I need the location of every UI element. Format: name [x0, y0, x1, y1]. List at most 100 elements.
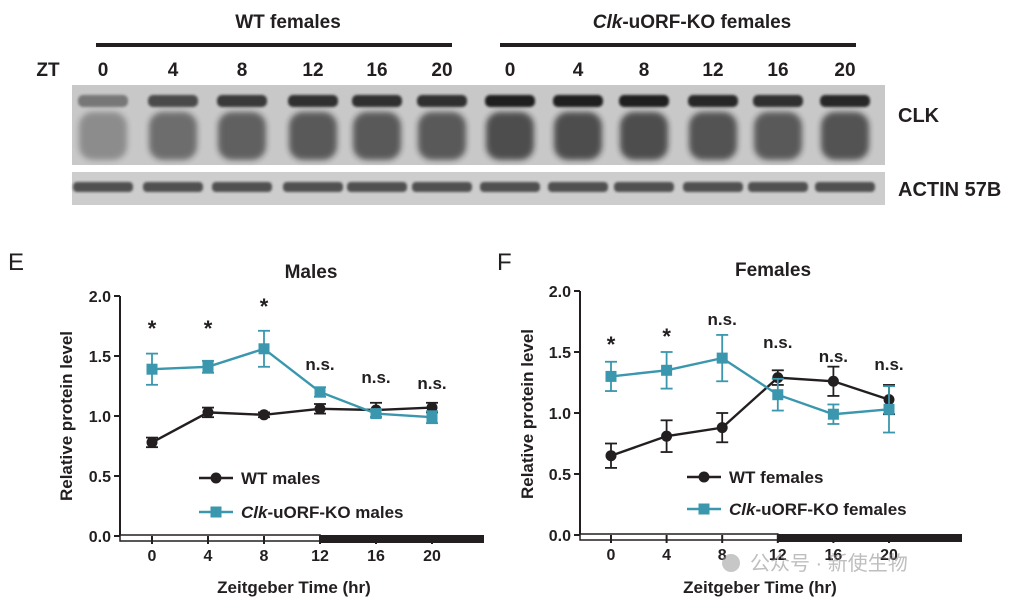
clk-band-upper	[148, 95, 198, 107]
band-label-clk: CLK	[898, 105, 940, 127]
wechat-icon	[722, 554, 740, 572]
data-point	[661, 430, 673, 442]
data-point	[370, 408, 382, 420]
blot-lane-label: 20	[431, 60, 452, 81]
y-tick-label: 2.0	[89, 289, 111, 306]
x-axis-label-f: Zeitgeber Time (hr)	[683, 578, 837, 597]
legend-label: WT females	[729, 468, 823, 487]
data-point	[202, 361, 214, 373]
clk-band-upper	[753, 95, 803, 107]
clk-band-upper	[417, 95, 467, 107]
data-point	[772, 372, 784, 384]
blot-zt-label: ZT	[36, 60, 60, 81]
significance-label: n.s.	[417, 374, 446, 393]
data-point	[716, 422, 728, 434]
data-point	[314, 403, 326, 415]
significance-label: *	[260, 294, 269, 319]
panel-e-males: E Males Relative protein level Zeitgeber…	[8, 249, 484, 597]
y-tick-label: 0.5	[89, 469, 111, 486]
clk-band-upper	[820, 95, 870, 107]
legend-label: Clk-uORF-KO males	[241, 503, 404, 522]
clk-bands	[78, 95, 870, 160]
clk-band-smear	[620, 112, 668, 160]
clk-band-upper	[688, 95, 738, 107]
x-tick-label: 16	[367, 548, 385, 565]
western-blot: WT females Clk-uORF-KO females ZT 0 4 8 12 1…	[36, 12, 1001, 205]
actin-bands	[73, 182, 875, 192]
actin-band	[212, 182, 272, 192]
light-phase-bar	[579, 533, 779, 541]
significance-label: *	[204, 316, 213, 341]
actin-band	[815, 182, 875, 192]
data-point	[605, 450, 617, 462]
x-tick-label: 0	[607, 547, 616, 564]
blot-lane-label: 0	[98, 60, 109, 81]
x-tick-label: 4	[662, 547, 671, 564]
clk-band-upper	[288, 95, 338, 107]
clk-band-smear	[149, 112, 197, 160]
plot-area-e: 0.0 0.5 1.0 1.5 2.0 0 4 8 12 16 20 WT males Clk-uORF…	[89, 289, 484, 565]
data-point	[883, 403, 895, 415]
significance-label: n.s.	[763, 333, 792, 352]
series-line	[610, 376, 890, 457]
chart-title-f: Females	[735, 260, 811, 281]
clk-band-smear	[689, 112, 737, 160]
data-point	[772, 389, 784, 401]
clk-band-smear	[821, 112, 869, 160]
legend-marker	[210, 472, 222, 484]
legend-marker	[698, 503, 710, 515]
clk-band-upper	[485, 95, 535, 107]
clk-band-smear	[554, 112, 602, 160]
blot-lane-labels: 0 4 8 12 16 20 0 4 8 12 16 20	[98, 60, 856, 81]
clk-band-upper	[78, 95, 128, 107]
actin-band	[614, 182, 674, 192]
x-tick-label: 12	[311, 548, 329, 565]
x-tick-label: 12	[769, 547, 787, 564]
x-axis-label-e: Zeitgeber Time (hr)	[217, 578, 371, 597]
clk-band-upper	[217, 95, 267, 107]
significance-label: *	[662, 324, 671, 349]
blot-lane-label: 4	[573, 60, 584, 81]
blot-lane-label: 8	[639, 60, 650, 81]
blot-lane-label: 12	[702, 60, 723, 81]
data-point	[146, 436, 158, 448]
actin-band	[480, 182, 540, 192]
y-axis-label-e: Relative protein level	[57, 331, 76, 501]
significance-label: *	[148, 316, 157, 341]
clk-band-smear	[418, 112, 466, 160]
blot-lane-label: 12	[302, 60, 323, 81]
y-tick-label: 1.5	[89, 349, 111, 366]
series-line	[151, 406, 433, 444]
panel-letter-f: F	[497, 249, 512, 276]
plot-area-f: 0.0 0.5 1.0 1.5 2.0 0 4 8 12 16 20 WT females Clk-uO…	[549, 284, 962, 564]
x-tick-label: 20	[880, 547, 898, 564]
panel-f-females: F Females Relative protein level Zeitgeb…	[497, 249, 962, 597]
x-tick-label: 0	[148, 548, 157, 565]
clk-band-smear	[486, 112, 534, 160]
legend-label: WT males	[241, 469, 320, 488]
clk-band-smear	[754, 112, 802, 160]
data-point	[661, 364, 673, 376]
data-point	[202, 406, 214, 418]
dark-phase-bar	[777, 534, 962, 542]
y-tick-label: 1.5	[549, 345, 571, 362]
actin-band	[748, 182, 808, 192]
series-line	[151, 347, 433, 419]
band-label-actin: ACTIN 57B	[898, 179, 1001, 201]
clk-band-smear	[218, 112, 266, 160]
data-point	[605, 370, 617, 382]
blot-lane-label: 16	[366, 60, 387, 81]
data-point	[258, 343, 270, 355]
x-tick-label: 16	[825, 547, 843, 564]
actin-band	[683, 182, 743, 192]
chart-title-e: Males	[285, 262, 338, 283]
watermark-text: 公众号 · 新使生物	[750, 552, 908, 575]
legend-marker	[210, 506, 222, 518]
y-tick-label: 0.0	[89, 529, 111, 546]
actin-band	[283, 182, 343, 192]
y-tick-label: 1.0	[549, 406, 571, 423]
legend-label: Clk-uORF-KO females	[729, 500, 907, 519]
clk-band-upper	[619, 95, 669, 107]
data-point	[827, 408, 839, 420]
